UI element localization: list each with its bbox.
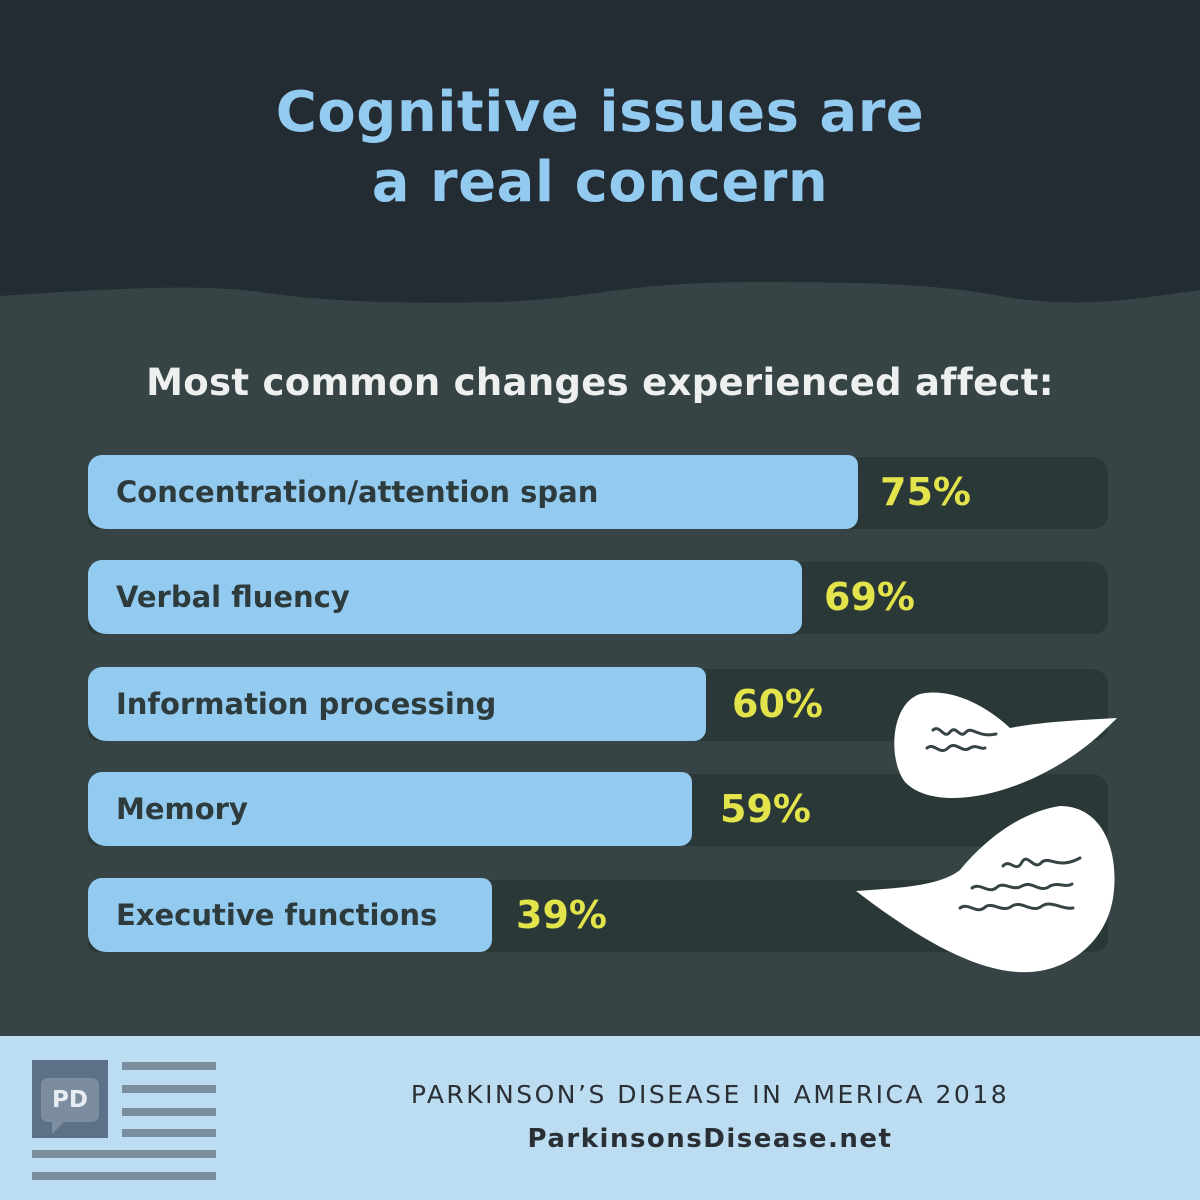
logo-line-icon	[32, 1172, 216, 1180]
header-band	[0, 0, 1200, 340]
bar-label: Memory	[116, 792, 248, 826]
bar-value: 75%	[880, 470, 971, 514]
bar-fill	[88, 560, 802, 634]
bar-row: Executive functions 39%	[88, 878, 1108, 954]
page-title: Cognitive issues are a real concern	[0, 78, 1200, 218]
logo-text: PD	[41, 1078, 99, 1122]
bar-value: 60%	[732, 682, 823, 726]
bar-value: 69%	[824, 575, 915, 619]
bar-row: Memory 59%	[88, 772, 1108, 848]
logo-line-icon	[122, 1062, 216, 1070]
logo-speech-tail-icon	[52, 1120, 66, 1134]
bar-value: 39%	[516, 893, 607, 937]
bar-row: Verbal fluency 69%	[88, 560, 1108, 636]
chart-subtitle: Most common changes experienced affect:	[146, 361, 1054, 404]
bar-row: Information processing 60%	[88, 667, 1108, 743]
bar-fill	[88, 772, 692, 846]
logo-line-icon	[122, 1085, 216, 1093]
title-line-1: Cognitive issues are	[275, 80, 925, 145]
pd-logo: PD	[32, 1060, 108, 1138]
bar-label: Verbal fluency	[116, 580, 350, 614]
footer: PD PARKINSON’S DISEASE IN AMERICA 2018 P…	[0, 1036, 1200, 1200]
bar-label: Information processing	[116, 687, 497, 721]
logo-line-icon	[122, 1108, 216, 1116]
bar-fill	[88, 455, 858, 529]
bar-label: Concentration/attention span	[116, 475, 599, 509]
bar-value: 59%	[720, 787, 811, 831]
report-title: PARKINSON’S DISEASE IN AMERICA 2018	[410, 1080, 1010, 1109]
bar-row: Concentration/attention span 75%	[88, 455, 1108, 531]
bar-label: Executive functions	[116, 898, 438, 932]
wave-divider	[0, 282, 1200, 360]
bar-fill	[88, 878, 492, 952]
logo-line-icon	[32, 1150, 216, 1158]
logo-line-icon	[122, 1129, 216, 1137]
bar-fill	[88, 667, 706, 741]
title-line-2: a real concern	[371, 150, 829, 215]
site-link[interactable]: ParkinsonsDisease.net	[527, 1124, 893, 1154]
